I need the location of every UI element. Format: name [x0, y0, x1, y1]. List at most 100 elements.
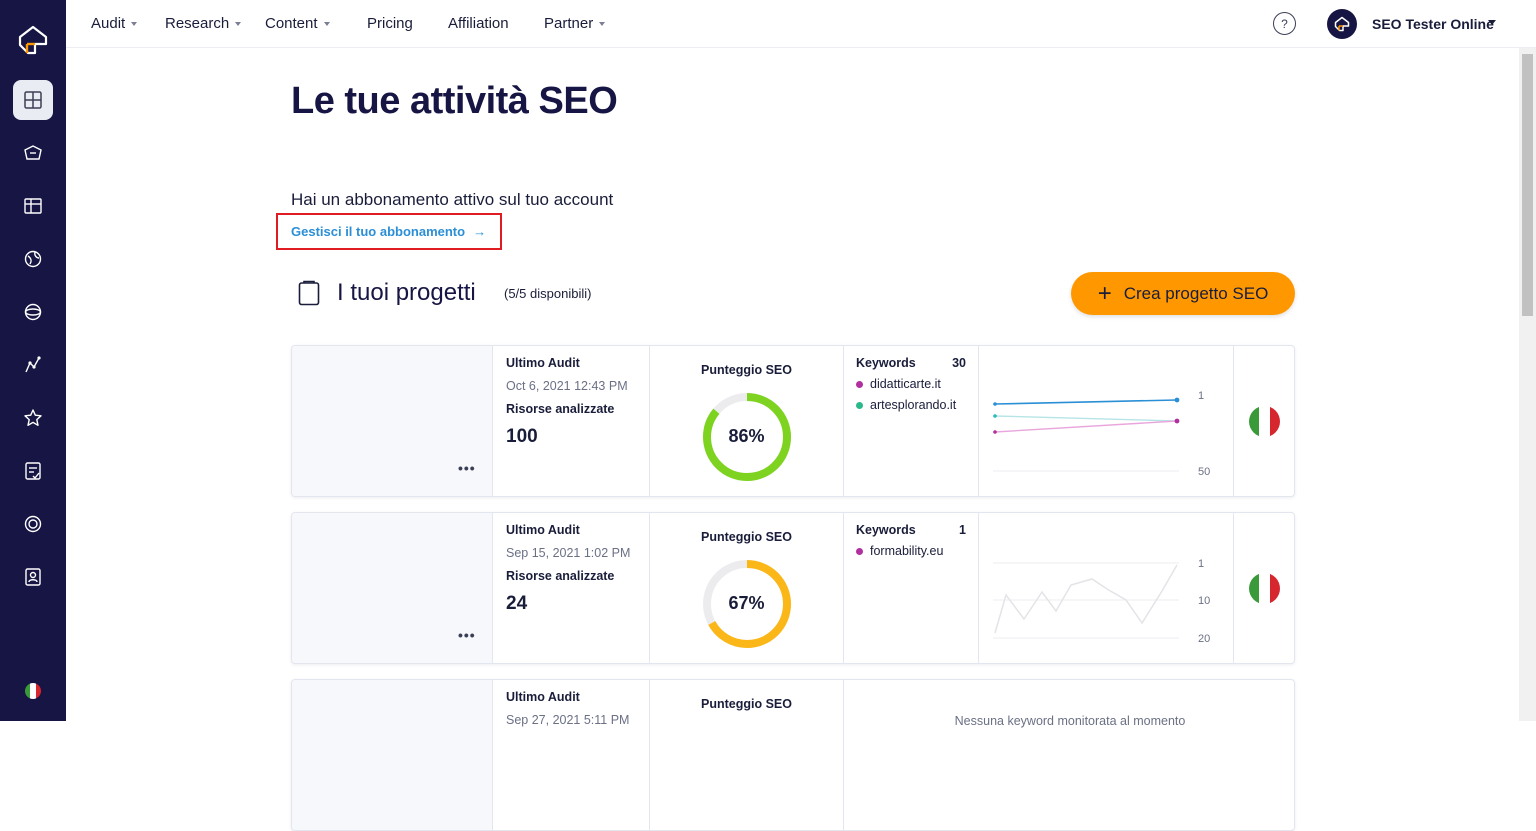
dashboard-icon[interactable] — [13, 80, 53, 120]
nav-audit[interactable]: Audit — [91, 15, 138, 32]
chart-tick-label: 1 — [1198, 390, 1204, 402]
series-dot — [856, 401, 863, 409]
create-seo-project-button[interactable]: + Crea progetto SEO — [1071, 272, 1295, 315]
flag-column — [1234, 513, 1294, 663]
nav-pricing[interactable]: Pricing — [367, 15, 413, 32]
more-options-icon[interactable]: ••• — [458, 627, 476, 643]
project-icon[interactable] — [13, 133, 53, 173]
user-menu-name[interactable]: SEO Tester Online — [1372, 16, 1494, 32]
plus-icon: + — [1097, 279, 1112, 307]
more-options-icon[interactable]: ••• — [458, 460, 476, 476]
seo-score-column: Punteggio SEO — [650, 680, 844, 830]
project-card[interactable]: ••• Ultimo Audit Sep 15, 2021 1:02 PM Ri… — [291, 512, 1295, 664]
seo-score-progress — [703, 393, 791, 481]
keyword-domain-item[interactable]: didatticarte.it — [856, 377, 966, 391]
nav-research[interactable]: Research — [165, 15, 242, 32]
subscription-status-text: Hai un abbonamento attivo sul tuo accoun… — [291, 190, 614, 209]
nav-partner[interactable]: Partner — [544, 15, 606, 32]
top-navigation: Audit Research Content Pricing Affiliati… — [66, 0, 1536, 48]
last-audit-label: Ultimo Audit — [506, 356, 580, 370]
chart-tick-label: 20 — [1198, 633, 1210, 645]
last-audit-label: Ultimo Audit — [506, 690, 580, 704]
star-icon[interactable] — [13, 398, 53, 438]
last-audit-date: Sep 15, 2021 1:02 PM — [506, 546, 631, 560]
seo-score-ring — [703, 560, 791, 648]
projects-title: I tuoi progetti — [337, 279, 476, 306]
project-thumbnail — [292, 680, 493, 830]
nav-content[interactable]: Content — [265, 15, 330, 32]
keywords-count: 1 — [959, 523, 966, 537]
user-menu-caret-icon[interactable] — [1488, 20, 1496, 25]
chevron-down-icon — [323, 22, 330, 27]
keyword-domain-item[interactable]: formability.eu — [856, 544, 966, 558]
avatar[interactable] — [1327, 9, 1357, 39]
checklist-icon[interactable] — [13, 451, 53, 491]
chevron-down-icon — [599, 22, 606, 27]
user-card-icon[interactable] — [13, 557, 53, 597]
ranking-point — [993, 402, 997, 406]
italy-flag-icon[interactable] — [25, 683, 41, 699]
keyword-domain-item[interactable]: artesplorando.it — [856, 398, 966, 412]
keyword-ranking-chart: 1 10 20 — [979, 513, 1234, 663]
keywords-column: Keywords 30 didatticarte.it artesplorando… — [844, 346, 979, 496]
badge-icon[interactable] — [13, 504, 53, 544]
scrollbar[interactable] — [1519, 48, 1536, 721]
resources-count: 24 — [506, 593, 528, 614]
last-audit-label: Ultimo Audit — [506, 523, 580, 537]
arrow-right-icon: → — [473, 224, 487, 239]
table-icon[interactable] — [13, 186, 53, 226]
sphere-icon[interactable] — [13, 292, 53, 332]
scrollbar-thumb[interactable] — [1522, 54, 1533, 316]
no-keywords-message: Nessuna keyword monitorata al momento — [954, 714, 1186, 728]
project-thumbnail — [292, 346, 493, 496]
audit-column: Ultimo Audit Sep 27, 2021 5:11 PM — [493, 680, 650, 830]
ranking-line-pink — [994, 420, 1178, 433]
clipboard-icon — [298, 280, 320, 306]
keywords-label: Keywords — [856, 523, 916, 537]
projects-count: (5/5 disponibili) — [504, 286, 592, 301]
chevron-down-icon — [131, 22, 138, 27]
project-thumbnail — [292, 513, 493, 663]
project-card[interactable]: ••• Ultimo Audit Oct 6, 2021 12:43 PM Ri… — [291, 345, 1295, 497]
ranking-line-teal — [994, 415, 1178, 422]
seo-score-label: Punteggio SEO — [701, 363, 792, 377]
last-audit-date: Sep 27, 2021 5:11 PM — [506, 713, 630, 727]
analytics-icon[interactable] — [13, 345, 53, 385]
nav-affiliation[interactable]: Affiliation — [448, 15, 509, 32]
last-audit-date: Oct 6, 2021 12:43 PM — [506, 379, 628, 393]
audit-column: Ultimo Audit Sep 15, 2021 1:02 PM Risors… — [493, 513, 650, 663]
chart-tick-label: 10 — [1198, 595, 1210, 607]
ranking-point — [1174, 418, 1180, 424]
keyword-ranking-chart: 1 50 — [979, 346, 1234, 496]
ranking-point — [993, 430, 997, 434]
seo-score-label: Punteggio SEO — [701, 530, 792, 544]
project-card[interactable]: Ultimo Audit Sep 27, 2021 5:11 PM Punteg… — [291, 679, 1295, 831]
italy-flag-icon — [1249, 573, 1280, 604]
seo-score-value: 86% — [728, 426, 765, 446]
ranking-line — [994, 564, 1178, 634]
keywords-label: Keywords — [856, 356, 916, 370]
series-dot — [856, 380, 863, 388]
manage-subscription-label: Gestisci il tuo abbonamento — [291, 224, 466, 239]
italy-flag-icon — [1249, 406, 1280, 437]
globe-icon[interactable] — [13, 239, 53, 279]
seo-score-ring — [703, 393, 791, 481]
chevron-down-icon — [235, 22, 242, 27]
seo-score-column: Punteggio SEO 86% — [650, 346, 844, 496]
keywords-column: Keywords 1 formability.eu — [844, 513, 979, 663]
seo-score-column: Punteggio SEO 67% — [650, 513, 844, 663]
resources-count: 100 — [506, 426, 538, 447]
create-seo-project-label: Crea progetto SEO — [1123, 283, 1269, 303]
ranking-point — [993, 414, 997, 418]
help-icon[interactable]: ? — [1273, 12, 1296, 35]
seozoom-logo-icon[interactable] — [17, 24, 49, 56]
seo-score-value: 67% — [728, 593, 765, 613]
seo-score-label: Punteggio SEO — [701, 697, 792, 711]
chart-tick-label: 50 — [1198, 466, 1210, 478]
series-dot — [856, 547, 863, 555]
ranking-point — [1174, 397, 1180, 403]
ranking-line-blue — [994, 399, 1178, 405]
manage-subscription-link[interactable]: Gestisci il tuo abbonamento → — [276, 213, 502, 250]
audit-column: Ultimo Audit Oct 6, 2021 12:43 PM Risors… — [493, 346, 650, 496]
chart-tick-label: 1 — [1198, 558, 1204, 570]
